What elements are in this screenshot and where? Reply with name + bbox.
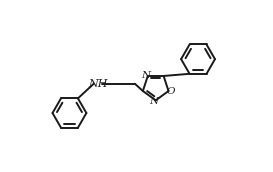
Text: O: O bbox=[167, 87, 175, 95]
Text: N: N bbox=[149, 97, 158, 106]
Text: NH: NH bbox=[88, 79, 108, 89]
Text: N: N bbox=[141, 71, 150, 80]
